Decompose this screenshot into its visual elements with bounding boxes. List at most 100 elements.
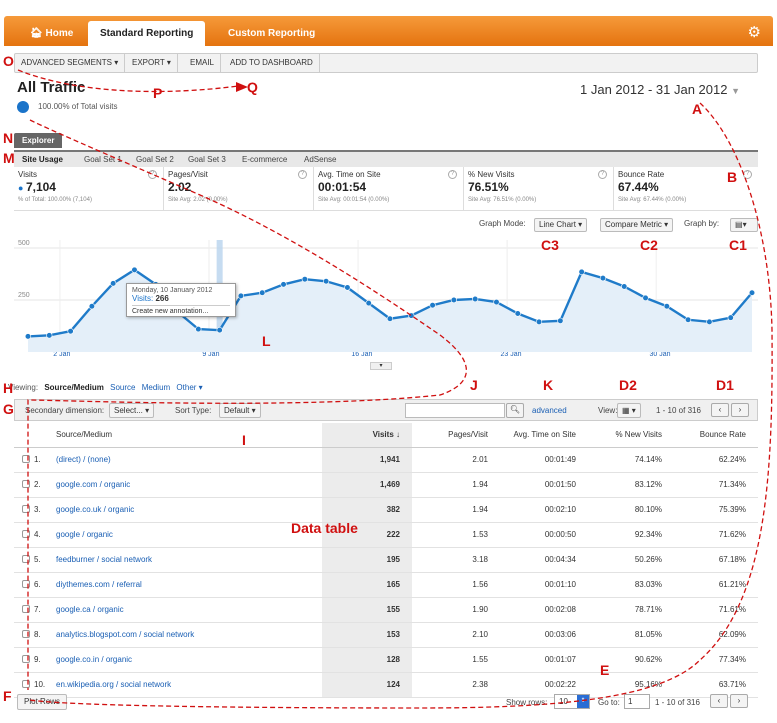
viewing-source[interactable]: Source xyxy=(110,383,136,392)
row-index: 3. xyxy=(34,497,56,523)
source-medium-link[interactable]: google.com / organic xyxy=(56,480,131,489)
metric-name: Avg. Time on Site xyxy=(318,170,381,179)
help-icon[interactable]: ? xyxy=(598,170,607,179)
row-avg-time: 00:04:34 xyxy=(500,547,588,573)
annotation-h: H xyxy=(3,380,14,396)
metric-sub: Site Avg: 76.51% (0.00%) xyxy=(468,197,537,203)
table-row[interactable]: 6. diythemes.com / referral 165 1.56 00:01:1… xyxy=(14,572,758,598)
subtab-site-usage[interactable]: Site Usage xyxy=(22,155,63,164)
source-medium-link[interactable]: (direct) / (none) xyxy=(56,455,111,464)
graph-by-select[interactable]: ▤▾ xyxy=(730,218,758,232)
subtab-adsense[interactable]: AdSense xyxy=(304,155,337,164)
show-rows-select[interactable]: 10 ⇕ xyxy=(554,694,590,709)
compare-metric-select[interactable]: Compare Metric ▾ xyxy=(600,218,674,232)
create-annotation-link[interactable]: Create new annotation... xyxy=(132,305,230,315)
table-row[interactable]: 7. google.ca / organic 155 1.90 00:02:08 78.7… xyxy=(14,597,758,623)
table-row[interactable]: 2. google.com / organic 1,469 1.94 00:01:50 8… xyxy=(14,472,758,498)
source-medium-link[interactable]: en.wikipedia.org / social network xyxy=(56,680,172,689)
row-new-visits: 78.71% xyxy=(588,597,674,623)
table-row[interactable]: 3. google.co.uk / organic 382 1.94 00:02:10 8… xyxy=(14,497,758,523)
help-icon[interactable]: ? xyxy=(743,170,752,179)
source-medium-link[interactable]: google.co.in / organic xyxy=(56,655,133,664)
source-medium-link[interactable]: feedburner / social network xyxy=(56,555,153,564)
row-checkbox[interactable] xyxy=(22,529,30,538)
source-medium-link[interactable]: google / organic xyxy=(56,530,113,539)
row-checkbox[interactable] xyxy=(22,504,30,513)
viewing-medium[interactable]: Medium xyxy=(141,383,171,392)
action-bar: ADVANCED SEGMENTS ▾ EXPORT ▾ EMAIL ADD T… xyxy=(14,53,758,73)
header-pages-visit[interactable]: Pages/Visit xyxy=(412,423,500,448)
metric-avg-time[interactable]: Avg. Time on Site 00:01:54 Site Avg: 00:… xyxy=(314,167,464,211)
advanced-filter-link[interactable]: advanced xyxy=(532,406,567,415)
tab-custom-reporting[interactable]: Custom Reporting xyxy=(228,28,316,39)
table-search-input[interactable] xyxy=(405,403,505,418)
source-medium-link[interactable]: google.co.uk / organic xyxy=(56,505,135,514)
footer-next-page-button[interactable]: › xyxy=(730,694,748,708)
header-avg-time[interactable]: Avg. Time on Site xyxy=(500,423,588,448)
goto-input[interactable]: 1 xyxy=(624,694,650,709)
date-range-picker[interactable]: 1 Jan 2012 - 31 Jan 2012 ▼ xyxy=(580,82,740,97)
metric-value: 7,104 xyxy=(25,180,56,194)
table-row[interactable]: 5. feedburner / social network 195 3.18 00:0… xyxy=(14,547,758,573)
data-point xyxy=(67,328,74,335)
subtab-goal-set-1[interactable]: Goal Set 1 xyxy=(84,155,122,164)
metric-visits[interactable]: Visits ● 7,104 % of Total: 100.00% (7,10… xyxy=(14,167,164,211)
tab-explorer[interactable]: Explorer xyxy=(14,133,63,148)
secondary-dimension-select[interactable]: Select... ▾ xyxy=(109,403,155,418)
source-medium-link[interactable]: google.ca / organic xyxy=(56,605,124,614)
total-visits-label: 100.00% of Total visits xyxy=(38,102,118,111)
data-point xyxy=(131,266,138,273)
tab-home-label: Home xyxy=(45,28,74,39)
metric-new-visits[interactable]: % New Visits 76.51% Site Avg: 76.51% (0.… xyxy=(464,167,614,211)
prev-page-button[interactable]: ‹ xyxy=(711,403,729,417)
source-medium-link[interactable]: diythemes.com / referral xyxy=(56,580,142,589)
row-checkbox[interactable] xyxy=(22,629,30,638)
tab-home[interactable]: 🏠︎ Home xyxy=(18,21,85,46)
tab-standard-reporting[interactable]: Standard Reporting xyxy=(88,21,206,46)
help-icon[interactable]: ? xyxy=(148,170,157,179)
view-select[interactable]: ▦ ▾ xyxy=(617,403,641,418)
row-checkbox[interactable] xyxy=(22,604,30,613)
footer-prev-page-button[interactable]: ‹ xyxy=(710,694,728,708)
gear-icon[interactable]: ⚙ xyxy=(747,24,761,41)
advanced-segments-button[interactable]: ADVANCED SEGMENTS ▾ xyxy=(15,54,126,72)
row-checkbox[interactable] xyxy=(22,554,30,563)
plot-rows-button[interactable]: Plot Rows xyxy=(17,694,68,710)
tooltip-value: 266 xyxy=(155,294,169,303)
export-button[interactable]: EXPORT ▾ xyxy=(126,54,178,72)
row-checkbox[interactable] xyxy=(22,579,30,588)
row-pages-visit: 1.90 xyxy=(412,597,500,623)
data-point xyxy=(280,281,287,288)
header-bounce-rate[interactable]: Bounce Rate xyxy=(674,423,758,448)
metric-pages-visit[interactable]: Pages/Visit 2.02 Site Avg: 2.02 (0.00%) … xyxy=(164,167,314,211)
subtab-goal-set-2[interactable]: Goal Set 2 xyxy=(136,155,174,164)
table-row[interactable]: 9. google.co.in / organic 128 1.55 00:01:07 9… xyxy=(14,647,758,673)
header-source-medium[interactable]: Source/Medium xyxy=(56,423,322,448)
subtab-ecommerce[interactable]: E-commerce xyxy=(242,155,288,164)
data-point xyxy=(344,284,351,291)
row-checkbox[interactable] xyxy=(22,654,30,663)
graph-mode-select[interactable]: Line Chart ▾ xyxy=(534,218,588,232)
header-new-visits[interactable]: % New Visits xyxy=(588,423,674,448)
search-icon[interactable]: 🔍︎ xyxy=(506,403,524,418)
sort-type-select[interactable]: Default ▾ xyxy=(219,403,261,418)
help-icon[interactable]: ? xyxy=(298,170,307,179)
row-checkbox[interactable] xyxy=(22,679,30,688)
viewing-other[interactable]: Other ▾ xyxy=(176,383,203,392)
help-icon[interactable]: ? xyxy=(448,170,457,179)
subtab-goal-set-3[interactable]: Goal Set 3 xyxy=(188,155,226,164)
row-bounce-rate: 62.09% xyxy=(674,622,758,648)
row-checkbox[interactable] xyxy=(22,479,30,488)
table-row[interactable]: 4. google / organic 222 1.53 00:00:50 92.34% 7… xyxy=(14,522,758,548)
data-point xyxy=(323,278,330,285)
next-page-button[interactable]: › xyxy=(731,403,749,417)
source-medium-link[interactable]: analytics.blogspot.com / social network xyxy=(56,630,195,639)
email-button[interactable]: EMAIL xyxy=(184,54,222,72)
add-to-dashboard-button[interactable]: ADD TO DASHBOARD xyxy=(224,54,320,72)
table-row[interactable]: 8. analytics.blogspot.com / social networ… xyxy=(14,622,758,648)
table-row[interactable]: 1. (direct) / (none) 1,941 2.01 00:01:49 74.1… xyxy=(14,447,758,473)
row-checkbox[interactable] xyxy=(22,454,30,463)
collapse-chart-handle[interactable]: ▾ xyxy=(370,362,392,370)
viewing-source-medium[interactable]: Source/Medium xyxy=(44,383,104,392)
header-visits[interactable]: Visits ↓ xyxy=(322,423,412,448)
